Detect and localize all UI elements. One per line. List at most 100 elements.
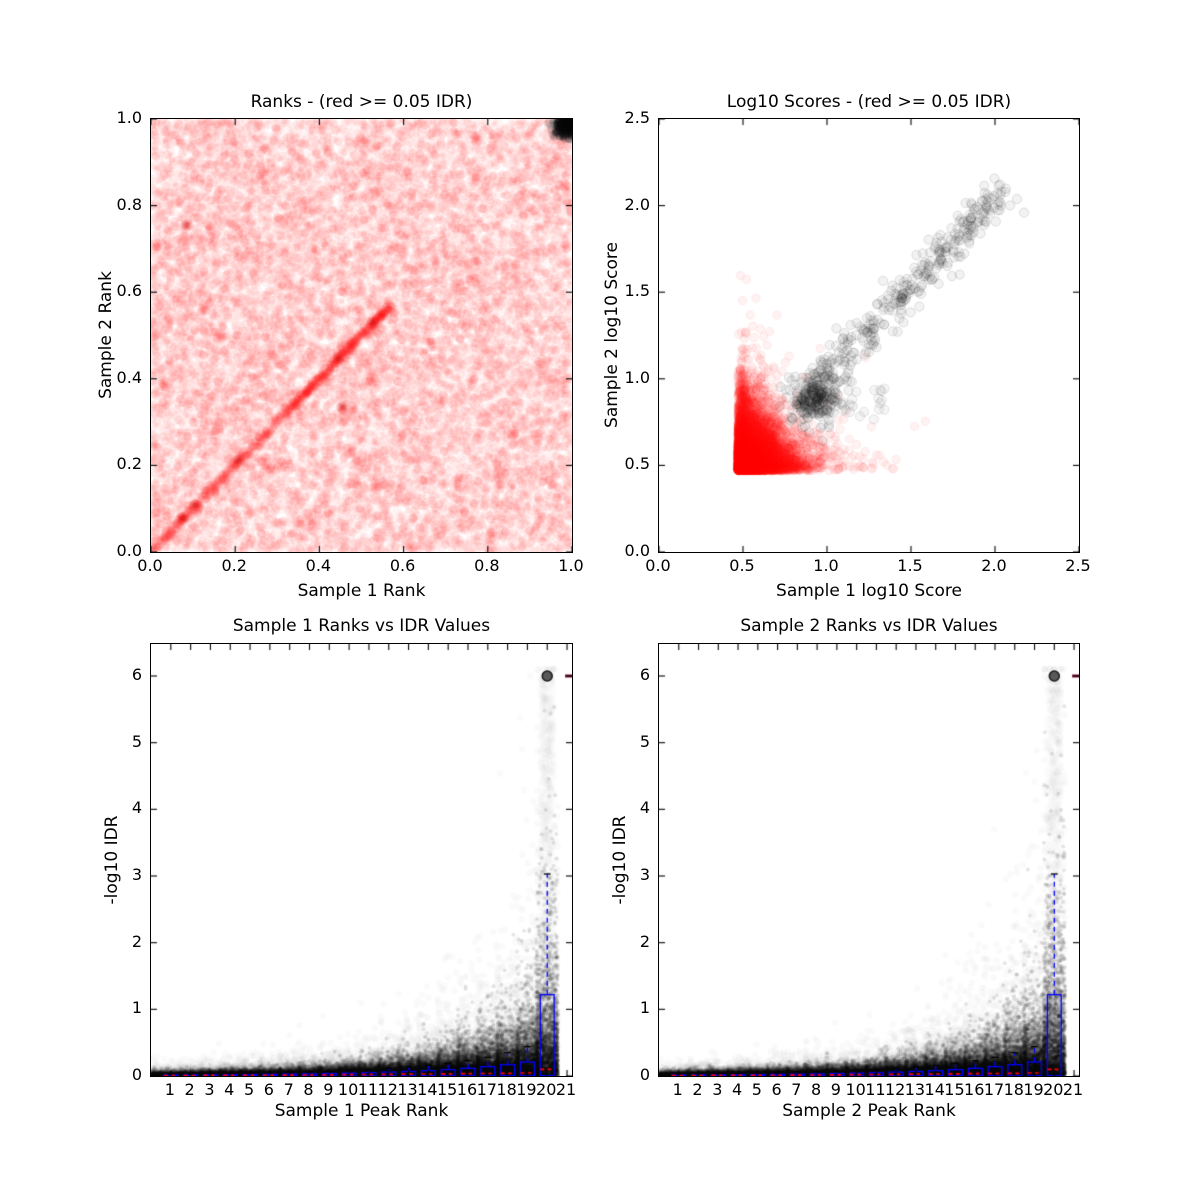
idr1-x-tick-label: 12 (377, 1080, 398, 1099)
ranks-plot-title: Ranks - (red >= 0.05 IDR) (250, 92, 473, 112)
idr1-x-tick-label: 1 (164, 1080, 175, 1099)
idr2-y-tick-label: 1 (639, 998, 650, 1018)
ranks-x-tick-label: 0.6 (389, 556, 416, 575)
idr2-x-tick-label: 1 (672, 1080, 683, 1099)
idr2-x-tick-label: 6 (771, 1080, 782, 1099)
idr2-x-tick-label: 14 (924, 1080, 945, 1099)
scores-axes (658, 118, 1080, 553)
ranks-y-tick-label: 1.0 (116, 108, 142, 127)
idr2-x-tick-label: 12 (884, 1080, 906, 1099)
idr1-x-tick-label: 17 (476, 1080, 497, 1099)
scores-y-tick-label: 1.0 (624, 367, 650, 387)
idr1-x-tick-label: 3 (204, 1080, 215, 1099)
idr2-x-tick-label: 2 (692, 1080, 703, 1099)
idr1-x-tick-label: 19 (516, 1080, 537, 1099)
idr2-x-tick-label: 4 (731, 1080, 743, 1099)
idr2-y-tick-label: 6 (639, 665, 650, 684)
scores-x-tick-label: 0.5 (729, 556, 755, 575)
ranks-y-tick-label: 0.6 (116, 281, 142, 301)
scores-x-tick-label: 1.5 (897, 556, 923, 575)
ranks-scatter-canvas (151, 119, 572, 552)
ranks-y-tick-label: 0.2 (116, 454, 142, 474)
scores-y-tick-label: 2.5 (624, 108, 650, 127)
ranks-x-tick-label: 0.8 (474, 556, 500, 575)
idr1-x-tick-label: 20 (536, 1080, 557, 1099)
idr2-x-tick-label: 18 (1003, 1080, 1024, 1099)
idr2-x-tick-label: 8 (811, 1080, 822, 1099)
scores-xlabel: Sample 1 log10 Score (776, 581, 962, 601)
sample2-idr-plot-title: Sample 2 Ranks vs IDR Values (740, 616, 998, 636)
ranks-y-tick-label: 0.4 (116, 367, 142, 387)
idr1-y-tick-label: 2 (131, 931, 142, 951)
idr1-x-tick-label: 15 (436, 1080, 458, 1099)
sample1-idr-canvas (151, 644, 572, 1076)
scores-y-tick-label: 0.5 (624, 454, 650, 474)
idr2-y-tick-label: 4 (639, 798, 650, 818)
sample2-idr-xlabel: Sample 2 Peak Rank (782, 1101, 956, 1121)
sample1-idr-axes (150, 643, 573, 1077)
scores-y-tick-label: 2.0 (624, 194, 650, 214)
scores-y-tick-label: 1.5 (624, 281, 650, 301)
idr2-x-tick-label: 13 (904, 1080, 926, 1099)
idr2-y-tick-label: 0 (639, 1065, 650, 1084)
sample2-idr-canvas (659, 644, 1079, 1076)
idr1-x-tick-label: 21 (555, 1080, 577, 1099)
scores-plot-title: Log10 Scores - (red >= 0.05 IDR) (726, 92, 1012, 112)
idr1-x-tick-label: 7 (283, 1080, 294, 1099)
scores-y-tick-label: 0.0 (624, 541, 650, 560)
idr1-y-tick-label: 1 (131, 998, 142, 1018)
ranks-x-tick-label: 0.0 (137, 556, 163, 575)
idr2-x-tick-label: 19 (1023, 1080, 1044, 1099)
idr1-y-tick-label: 6 (131, 665, 142, 684)
idr1-y-tick-label: 4 (131, 798, 142, 818)
idr2-y-tick-label: 2 (639, 931, 650, 951)
idr2-x-tick-label: 11 (865, 1080, 886, 1099)
idr2-x-tick-label: 3 (712, 1080, 723, 1099)
idr1-x-tick-label: 2 (184, 1080, 195, 1099)
ranks-xlabel: Sample 1 Rank (297, 581, 426, 601)
idr1-y-tick-label: 3 (131, 865, 142, 884)
idr1-y-tick-label: 0 (131, 1065, 142, 1084)
idr1-x-tick-label: 14 (417, 1080, 438, 1099)
ranks-y-tick-label: 0.8 (116, 194, 142, 214)
ranks-x-tick-label: 0.2 (221, 556, 247, 575)
idr1-x-tick-label: 18 (496, 1080, 517, 1099)
ranks-x-tick-label: 0.4 (305, 556, 332, 575)
idr2-x-tick-label: 17 (983, 1080, 1005, 1099)
idr1-x-tick-label: 8 (303, 1080, 314, 1099)
idr1-x-tick-label: 13 (397, 1080, 418, 1099)
idr2-y-tick-label: 5 (639, 731, 650, 751)
idr2-x-tick-label: 15 (944, 1080, 965, 1099)
ranks-y-tick-label: 0.0 (116, 541, 142, 560)
idr1-x-tick-label: 10 (337, 1080, 359, 1099)
idr2-x-tick-label: 20 (1043, 1080, 1064, 1099)
idr2-x-tick-label: 7 (791, 1080, 802, 1099)
scores-x-tick-label: 2.0 (981, 556, 1007, 575)
idr1-x-tick-label: 9 (323, 1080, 334, 1099)
scores-x-tick-label: 0.0 (645, 556, 671, 575)
idr1-x-tick-label: 11 (357, 1080, 379, 1099)
sample1-idr-plot-title: Sample 1 Ranks vs IDR Values (232, 616, 491, 636)
idr2-y-tick-label: 3 (639, 865, 650, 884)
idr2-x-tick-label: 16 (964, 1080, 985, 1099)
idr2-x-tick-label: 9 (830, 1080, 841, 1099)
idr2-x-tick-label: 21 (1062, 1080, 1084, 1099)
sample2-idr-axes (658, 643, 1080, 1077)
idr1-x-tick-label: 6 (263, 1080, 274, 1099)
scores-x-tick-label: 1.0 (813, 556, 839, 575)
ranks-x-tick-label: 1.0 (558, 556, 584, 575)
ranks-axes (150, 118, 573, 553)
scores-x-tick-label: 2.5 (1065, 556, 1091, 575)
idr2-x-tick-label: 5 (751, 1080, 762, 1099)
sample1-idr-xlabel: Sample 1 Peak Rank (274, 1101, 449, 1121)
scores-ylabel: Sample 2 log10 Score (602, 242, 622, 428)
idr2-x-tick-label: 10 (845, 1080, 866, 1099)
idr1-y-tick-label: 5 (131, 731, 142, 751)
idr1-x-tick-label: 4 (224, 1080, 235, 1099)
idr1-x-tick-label: 5 (243, 1080, 255, 1099)
sample2-idr-ylabel: -log10 IDR (610, 815, 630, 905)
idr1-x-tick-label: 16 (456, 1080, 478, 1099)
sample1-idr-ylabel: -log10 IDR (102, 815, 122, 905)
scores-scatter-canvas (659, 119, 1079, 552)
